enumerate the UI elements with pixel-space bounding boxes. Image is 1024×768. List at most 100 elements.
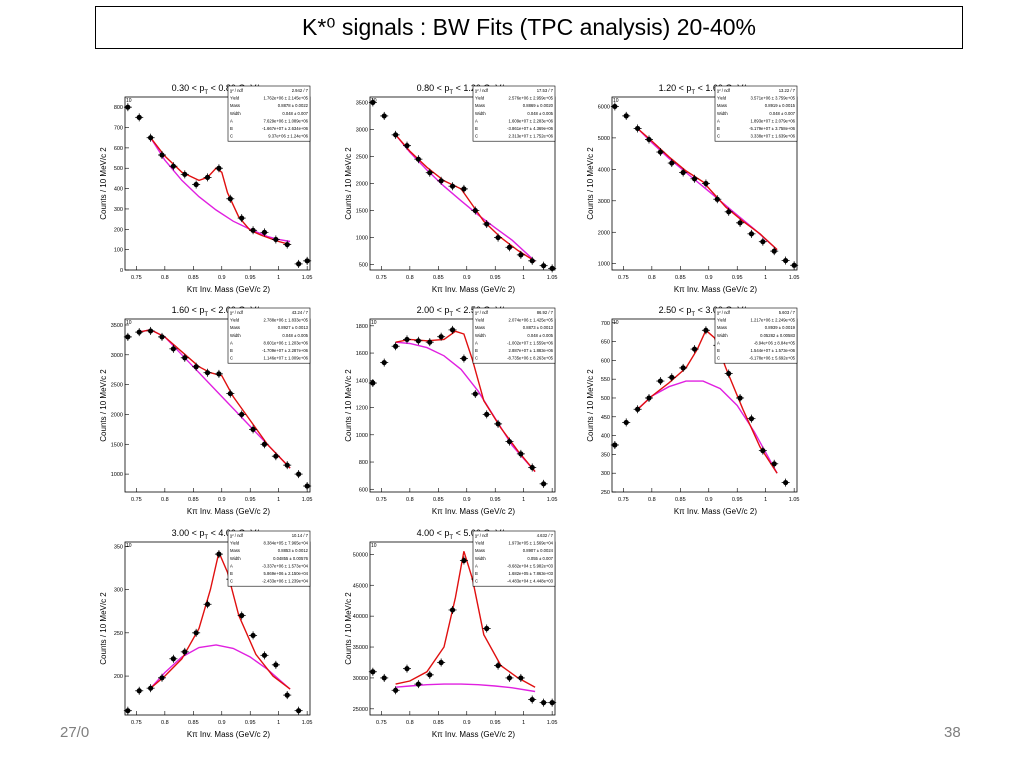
x-tick-label: 0.9 <box>705 497 713 503</box>
y-tick-label: 400 <box>114 187 123 193</box>
y-tick-label: 2000 <box>598 230 610 236</box>
x-tick-label: 1 <box>764 497 767 503</box>
y-tick-label: 1500 <box>356 209 368 215</box>
y-tick-label: 3500 <box>356 100 368 106</box>
data-marker <box>449 183 456 189</box>
data-marker <box>461 355 467 362</box>
stats-value: 10.14 / 7 <box>292 533 309 538</box>
data-point <box>459 354 468 363</box>
x-tick-label: 0.8 <box>161 497 169 503</box>
data-marker <box>296 471 302 477</box>
x-tick-label: 1 <box>522 275 525 281</box>
data-point <box>724 369 733 378</box>
data-point <box>471 389 480 398</box>
data-marker <box>449 607 456 613</box>
stats-value: 1.217e+06 ± 2.249e+05 <box>751 318 796 323</box>
stats-value: 1.893e+07 ± 2.079e+06 <box>751 118 796 123</box>
data-marker <box>646 395 652 401</box>
y-tick-label: 0 <box>120 268 123 274</box>
x-tick-label: 1.05 <box>789 275 800 281</box>
stats-key: χ² / ndf <box>717 310 731 315</box>
stats-value: -3.861e+07 ± 4.369e+06 <box>507 126 554 131</box>
data-marker <box>549 265 555 271</box>
data-point <box>736 218 745 227</box>
x-tick-label: 0.85 <box>188 275 199 281</box>
data-marker <box>170 656 176 662</box>
data-marker <box>239 612 245 619</box>
data-point <box>380 358 389 367</box>
stats-value: 8.601e+06 ± 1.203e+06 <box>264 340 309 345</box>
data-point <box>403 141 411 150</box>
x-tick-label: 0.95 <box>490 497 501 503</box>
data-marker <box>193 630 199 636</box>
stats-value: 2.576e+06 ± 2.959e+05 <box>509 96 554 101</box>
data-marker <box>261 652 268 658</box>
total-fit-line <box>150 137 291 246</box>
data-marker <box>771 248 777 254</box>
data-marker <box>657 149 663 155</box>
y-axis-label: Counts / 10 MeV/c 2 <box>586 147 595 220</box>
data-marker <box>669 160 675 166</box>
data-marker <box>438 334 444 340</box>
data-marker <box>484 221 490 227</box>
stats-key: Yield <box>475 96 485 101</box>
data-point <box>494 233 503 242</box>
data-point <box>283 240 292 249</box>
data-marker <box>250 632 256 639</box>
y-tick-label: 300 <box>114 588 123 594</box>
stats-value: 2.942 / 7 <box>292 88 309 93</box>
data-point <box>391 130 400 139</box>
data-point <box>770 247 779 256</box>
data-point <box>610 440 619 449</box>
x-tick-label: 1 <box>764 275 767 281</box>
y-tick-label: 100 <box>114 248 123 254</box>
data-marker <box>284 692 290 698</box>
stats-value: 0.048 ± 0.005 <box>527 111 553 116</box>
data-point <box>610 102 619 111</box>
data-marker <box>506 675 513 681</box>
stats-frame <box>472 85 556 142</box>
y-tick-label: 300 <box>114 207 123 213</box>
data-marker <box>703 327 709 333</box>
data-point <box>448 605 457 614</box>
axis-exponent: 10 <box>613 98 619 104</box>
data-point <box>203 173 212 182</box>
y-tick-label: 40000 <box>353 614 368 620</box>
stats-value: 0.055 ± 0.007 <box>527 556 553 561</box>
data-point <box>713 195 722 204</box>
y-axis-label: Counts / 10 MeV/c 2 <box>99 369 108 442</box>
data-marker <box>216 371 222 377</box>
y-tick-label: 25000 <box>353 707 368 713</box>
data-point <box>539 698 548 707</box>
data-marker <box>495 662 501 669</box>
data-marker <box>529 464 535 471</box>
data-marker <box>170 163 176 169</box>
y-axis-label: Counts / 10 MeV/c 2 <box>344 147 353 220</box>
data-marker <box>438 659 444 666</box>
data-point <box>303 482 312 491</box>
stats-value: 2.788e+06 ± 1.833e+05 <box>264 318 309 323</box>
stats-key: B <box>717 126 720 131</box>
data-point <box>249 631 258 640</box>
stats-key: A <box>230 118 233 123</box>
stats-key: A <box>717 118 720 123</box>
data-point <box>260 651 269 660</box>
data-marker <box>623 113 629 119</box>
stats-key: Width <box>230 556 241 561</box>
y-tick-label: 700 <box>114 126 123 132</box>
data-marker <box>273 453 279 459</box>
x-axis-label: Kπ Inv. Mass (GeV/c 2) <box>187 507 271 516</box>
data-marker <box>182 171 188 177</box>
fit-stats-box: χ² / ndf 4.632 / 7 Yield 1.973e+05 ± 1.569e… <box>472 530 556 587</box>
data-marker <box>381 359 387 366</box>
x-axis-label: Kπ Inv. Mass (GeV/c 2) <box>674 507 758 516</box>
data-point <box>123 103 132 112</box>
data-point <box>237 214 246 223</box>
x-tick-label: 0.9 <box>218 497 226 503</box>
y-tick-label: 45000 <box>353 583 368 589</box>
y-tick-label: 3000 <box>356 127 368 133</box>
x-tick-label: 0.75 <box>618 497 629 503</box>
stats-key: Width <box>230 333 241 338</box>
data-marker <box>284 462 290 468</box>
y-tick-label: 1800 <box>356 324 368 330</box>
